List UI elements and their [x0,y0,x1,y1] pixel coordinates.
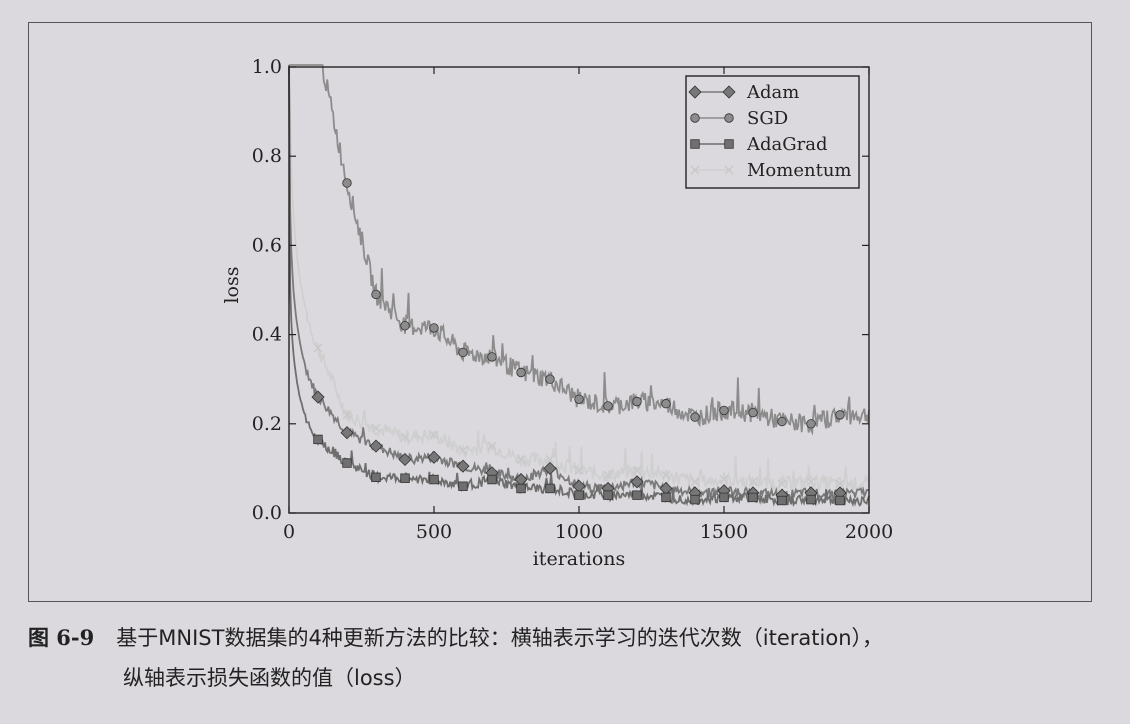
axis-layer: 0 500 1000 1500 2000 0.0 0.2 0.4 0.6 0.8 1.0 [252,56,893,543]
point-adam [456,459,470,473]
point-adam [369,439,383,453]
point-adam [311,390,325,404]
point-sgd [429,323,439,333]
point-adagrad [806,494,816,505]
point-adam [630,475,644,489]
point-sgd [603,401,613,411]
point-sgd [516,367,526,378]
point-sgd [777,416,787,427]
y-axis-label: loss [221,266,243,303]
point-adagrad [632,490,642,500]
x-tick-label: 1000 [555,521,603,543]
point-sgd [574,394,584,404]
point-adam [340,426,354,440]
legend-marker [722,85,736,99]
point-momentum [516,454,526,464]
caption-line-1: 基于MNIST数据集的4种更新方法的比较：横轴表示学习的迭代次数（iterati… [116,626,884,650]
point-sgd [371,289,381,300]
point-adagrad [429,474,439,485]
point-momentum [371,423,381,433]
x-tick-label: 2000 [845,521,893,543]
point-sgd [400,320,410,331]
y-tick-label: 0.2 [252,413,282,435]
legend-marker [688,85,702,99]
point-sgd [806,419,816,429]
y-tick-label: 0.8 [252,145,282,167]
point-momentum [545,454,555,464]
point-momentum [835,479,845,489]
point-adam [398,452,412,467]
y-tick-label: 1.0 [252,56,282,78]
point-adagrad [400,473,410,483]
point-momentum [574,466,584,476]
point-adagrad [661,492,671,503]
point-sgd [748,407,758,418]
legend-marker [690,165,700,175]
point-momentum [777,479,787,489]
y-tick-label: 0.0 [252,502,282,524]
y-tick-label: 0.6 [252,234,282,256]
point-adagrad [516,483,526,494]
point-adam [427,450,441,464]
point-momentum [690,477,700,487]
loss-line-chart: 0 500 1000 1500 2000 0.0 0.2 0.4 0.6 0.8 1.0 itera… [221,56,893,570]
point-adagrad [342,458,352,468]
x-tick-label: 0 [283,521,295,543]
point-sgd [835,410,845,420]
point-adagrad [371,472,381,483]
point-momentum [661,470,671,480]
point-adagrad [748,492,758,503]
figure-frame: 0 500 1000 1500 2000 0.0 0.2 0.4 0.6 0.8 1.0 itera… [28,22,1092,602]
x-tick-label: 1500 [700,521,748,543]
point-momentum [719,475,729,485]
point-adagrad [458,481,468,491]
legend: Adam SGD AdaGrad Momentum [685,75,860,189]
point-adagrad [574,490,584,500]
x-tick-label: 500 [416,521,452,543]
legend-label-sgd: SGD [747,108,788,129]
point-sgd [632,396,642,407]
marker-layer [311,178,847,506]
point-momentum [342,410,352,420]
point-adagrad [777,495,787,506]
point-sgd [545,374,555,384]
legend-marker [690,113,700,123]
y-tick-label: 0.4 [252,324,282,346]
figure-caption: 图 6-9 基于MNIST数据集的4种更新方法的比较：横轴表示学习的迭代次数（it… [28,618,1108,698]
point-adagrad [313,434,323,445]
caption-line-2: 纵轴表示损失函数的值（loss） [123,666,416,690]
point-adagrad [545,483,555,494]
point-adam [543,461,557,475]
point-adagrad [719,492,729,503]
point-sgd [487,352,497,362]
point-adagrad [487,474,497,485]
point-sgd [458,347,468,358]
point-momentum [748,477,758,487]
point-adagrad [690,494,700,505]
legend-label-adagrad: AdaGrad [746,134,828,155]
point-momentum [632,466,642,476]
point-sgd [719,405,729,416]
legend-label-momentum: Momentum [747,160,851,181]
point-momentum [806,477,816,487]
legend-marker [724,165,734,175]
figure-number: 图 6-9 [28,625,95,650]
point-momentum [429,430,439,440]
legend-marker [690,139,700,149]
point-momentum [603,470,613,480]
point-sgd [342,178,352,188]
legend-marker [724,113,734,123]
point-adagrad [835,495,845,506]
point-momentum [313,343,323,353]
series-line-momentum [288,64,870,494]
point-sgd [661,399,671,409]
legend-label-adam: Adam [746,82,799,103]
legend-marker [724,139,734,149]
point-momentum [400,432,410,442]
point-sgd [690,412,700,422]
point-momentum [458,446,468,456]
point-adagrad [603,490,613,500]
point-momentum [487,441,497,451]
x-axis-label: iterations [533,548,626,570]
